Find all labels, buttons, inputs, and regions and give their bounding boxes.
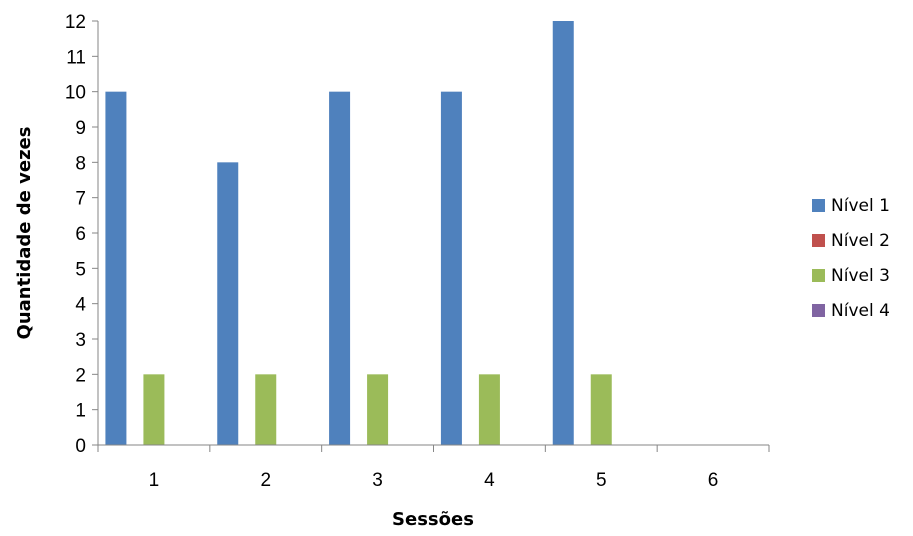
bars-group bbox=[105, 21, 612, 446]
x-tick-label: 2 bbox=[260, 470, 271, 491]
bar-n-vel-1-session-5 bbox=[552, 21, 574, 445]
legend-label: Nível 1 bbox=[831, 196, 890, 216]
bar-n-vel-3-session-2 bbox=[255, 374, 277, 445]
legend-label: Nível 4 bbox=[831, 301, 890, 321]
legend-swatch bbox=[812, 199, 825, 212]
y-tick-label: 7 bbox=[75, 189, 86, 210]
legend-swatch bbox=[812, 269, 825, 282]
y-tick-label: 2 bbox=[75, 365, 86, 386]
bar-n-vel-1-session-2 bbox=[217, 162, 239, 446]
x-tick-label: 1 bbox=[149, 470, 160, 491]
x-tick-label: 4 bbox=[484, 470, 495, 491]
y-tick-label: 0 bbox=[75, 436, 86, 457]
y-tick-label: 5 bbox=[75, 259, 86, 280]
bar-n-vel-1-session-3 bbox=[329, 91, 351, 446]
y-axis-title: Quantidade de vezes bbox=[14, 127, 35, 340]
y-tick-label: 1 bbox=[75, 401, 86, 422]
y-tick-label: 8 bbox=[75, 153, 86, 174]
y-tick-label: 4 bbox=[75, 295, 86, 316]
legend-swatch bbox=[812, 304, 825, 317]
y-tick-label: 12 bbox=[65, 12, 86, 33]
y-tick-label: 3 bbox=[75, 330, 86, 351]
bar-n-vel-3-session-5 bbox=[590, 374, 612, 445]
legend: Nível 1 Nível 2 Nível 3 Nível 4 bbox=[812, 196, 890, 321]
legend-swatch bbox=[812, 234, 825, 247]
y-tick-label: 11 bbox=[66, 47, 86, 68]
legend-label: Nível 2 bbox=[831, 231, 890, 251]
y-tick-label: 10 bbox=[65, 83, 86, 104]
y-tick-label: 9 bbox=[75, 118, 86, 139]
bar-n-vel-3-session-3 bbox=[367, 374, 389, 445]
x-tick-label: 3 bbox=[372, 470, 383, 491]
legend-label: Nível 3 bbox=[831, 266, 890, 286]
x-axis-title: Sessões bbox=[392, 509, 474, 530]
x-tick-label: 5 bbox=[596, 470, 607, 491]
bar-n-vel-3-session-4 bbox=[478, 374, 500, 445]
bar-n-vel-1-session-1 bbox=[105, 91, 127, 446]
x-ticks-group: 1 2 3 4 5 6 bbox=[97, 445, 770, 491]
bar-n-vel-1-session-4 bbox=[440, 91, 462, 446]
x-tick-label: 6 bbox=[708, 470, 719, 491]
y-tick-label: 6 bbox=[75, 224, 86, 245]
bar-n-vel-3-session-1 bbox=[143, 374, 165, 445]
